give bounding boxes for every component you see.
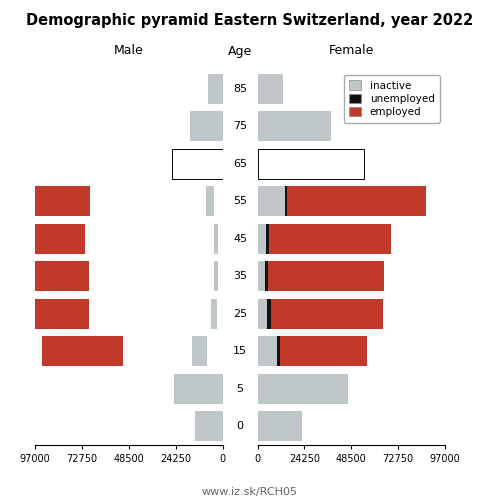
Bar [172, 149, 222, 179]
Bar [258, 298, 267, 329]
Bar [280, 336, 367, 366]
Bar [277, 336, 280, 366]
Bar [202, 336, 204, 366]
Bar [0, 186, 90, 216]
Bar [208, 74, 222, 104]
Bar [214, 261, 218, 291]
Bar [190, 112, 222, 141]
Text: 15: 15 [233, 346, 247, 356]
Bar [0, 224, 85, 254]
Bar [266, 224, 269, 254]
Text: Male: Male [114, 44, 144, 58]
Bar [212, 298, 214, 329]
Text: 45: 45 [233, 234, 247, 244]
Text: Age: Age [228, 44, 252, 58]
Text: Demographic pyramid Eastern Switzerland, year 2022: Demographic pyramid Eastern Switzerland,… [26, 12, 473, 28]
Bar [258, 186, 284, 216]
Bar [265, 261, 268, 291]
Text: 0: 0 [236, 421, 244, 431]
Bar [0, 298, 88, 329]
Text: Female: Female [328, 44, 374, 58]
Bar [258, 149, 364, 179]
Bar [215, 224, 216, 254]
Bar [269, 224, 390, 254]
Bar [42, 336, 123, 366]
Text: 65: 65 [233, 159, 247, 169]
Bar [268, 261, 384, 291]
Bar [192, 336, 207, 366]
Bar [287, 186, 426, 216]
Bar [214, 224, 218, 254]
Bar [284, 186, 287, 216]
Bar [267, 298, 271, 329]
Text: 85: 85 [233, 84, 247, 94]
Text: 5: 5 [236, 384, 244, 394]
Text: 25: 25 [233, 308, 247, 319]
Bar [0, 261, 89, 291]
Bar [206, 186, 214, 216]
Bar [258, 411, 302, 441]
Text: 55: 55 [233, 196, 247, 206]
Bar [258, 374, 348, 404]
Text: 75: 75 [233, 122, 247, 132]
Bar [258, 261, 265, 291]
Bar [271, 298, 383, 329]
Bar [258, 224, 266, 254]
Bar [258, 336, 277, 366]
Bar [211, 298, 216, 329]
Legend: inactive, unemployed, employed: inactive, unemployed, employed [344, 75, 440, 122]
Text: www.iz.sk/RCH05: www.iz.sk/RCH05 [202, 488, 298, 498]
Bar [258, 112, 331, 141]
Bar [208, 186, 212, 216]
Bar [196, 411, 222, 441]
Bar [258, 74, 282, 104]
Bar [174, 374, 222, 404]
Text: 35: 35 [233, 271, 247, 281]
Bar [215, 261, 216, 291]
